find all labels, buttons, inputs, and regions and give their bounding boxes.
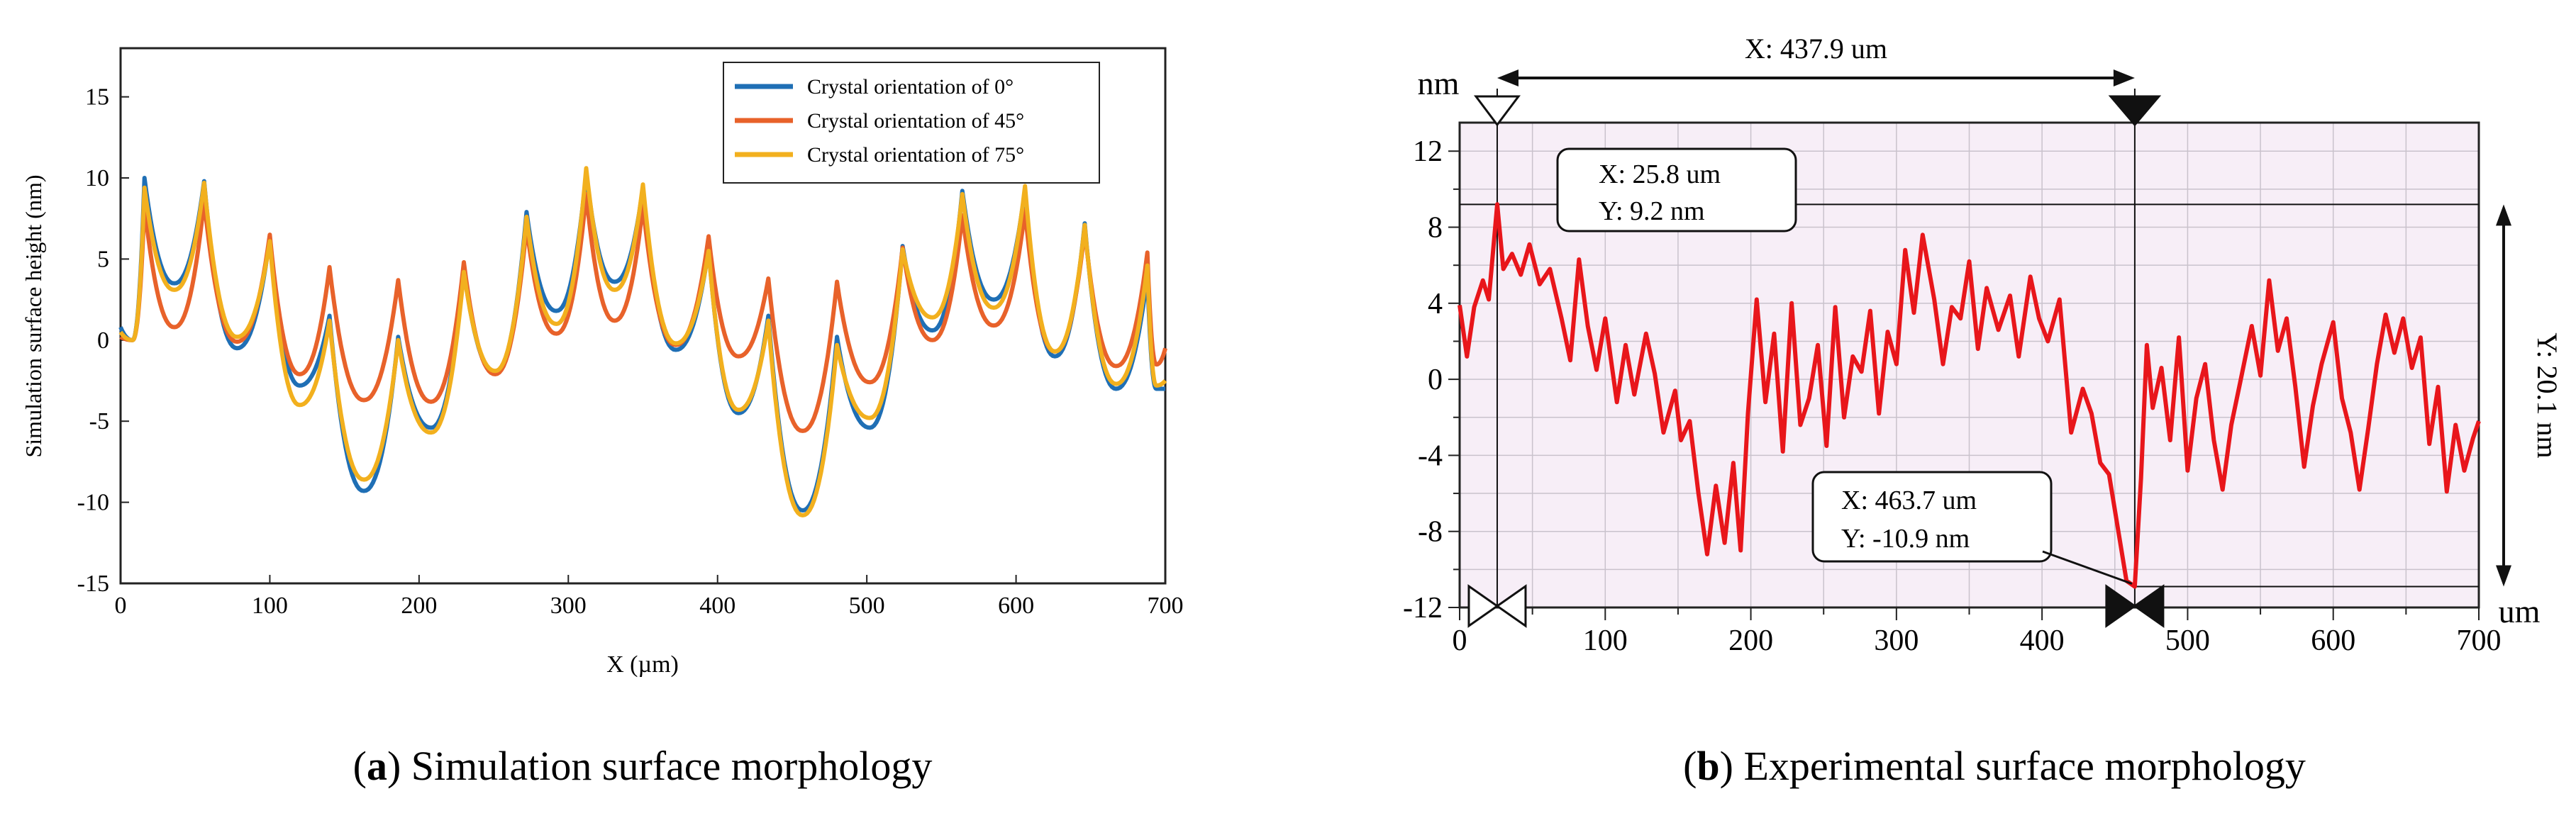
panel-a-x-tick-label: 700 — [1148, 593, 1184, 619]
panel-a-legend-label: Crystal orientation of 0° — [807, 75, 1014, 99]
panel-b-y-span-arrowhead-bottom — [2496, 565, 2511, 587]
panel-a-y-tick-label: 5 — [97, 246, 109, 272]
panel-b-x-tick-label: 600 — [2311, 624, 2355, 657]
panel-b-cursor-1-top-marker — [1473, 95, 1521, 127]
panel-b-y-tick-label: 4 — [1428, 288, 1443, 320]
panel-b-max-callout-y: Y: 9.2 nm — [1599, 196, 1705, 226]
panel-b-ticks: 0 100 200 300 400 500 600 700 -12 -8 -4 0 4 8 12 — [1403, 135, 2502, 657]
panel-a-y-tick-label: 15 — [85, 84, 109, 111]
panel-a-x-tick-label: 200 — [401, 593, 437, 619]
panel-a-caption-text: Simulation surface morphology — [411, 743, 933, 789]
panel-b-x-tick-label: 200 — [1728, 624, 1773, 657]
panel-b-x-tick-label: 700 — [2457, 624, 2502, 657]
panel-b-max-callout-x: X: 25.8 um — [1599, 159, 1721, 189]
panel-b: 0 100 200 300 400 500 600 700 -12 -8 -4 0 4 8 12 X: 43… — [1403, 33, 2563, 789]
panel-b-min-callout-x: X: 463.7 um — [1841, 486, 1977, 515]
panel-b-label: b — [1697, 743, 1719, 789]
panel-a-series-line-2 — [118, 166, 1167, 517]
panel-a-ticks: 0 100 200 300 400 500 600 700 -15 -10 -5 0 5 10 15 — [77, 84, 1184, 619]
panel-b-y-tick-label: -12 — [1403, 592, 1443, 624]
panel-b-min-callout-leader — [2042, 550, 2133, 585]
panel-a-legend: Crystal orientation of 0° Crystal orienta… — [723, 62, 1100, 184]
panel-b-min-callout-box — [1811, 471, 2053, 563]
panel-a-x-tick-label: 500 — [849, 593, 885, 619]
panel-b-y-tick-label: 12 — [1413, 135, 1443, 168]
panel-a-x-tick-label: 400 — [699, 593, 735, 619]
panel-b-x-tick-label: 0 — [1453, 624, 1467, 657]
panel-b-profile-line — [1458, 202, 2481, 589]
panel-a-y-tick-label: 10 — [85, 165, 109, 191]
panel-a-y-axis-label: Simulation surface height (nm) — [21, 174, 46, 457]
panel-b-x-unit: um — [2499, 593, 2541, 629]
panel-b-y-tick-label: -4 — [1418, 439, 1443, 472]
panel-b-max-callout-box — [1556, 147, 1797, 232]
panel-b-y-tick-label: 0 — [1428, 364, 1443, 396]
panel-b-x-tick-label: 400 — [2020, 624, 2065, 657]
panel-b-x-span-arrowhead-right — [2113, 69, 2135, 86]
panel-a-y-tick-label: -10 — [77, 490, 109, 516]
panel-a-legend-label: Crystal orientation of 75° — [807, 143, 1024, 167]
panel-b-x-span-label: X: 437.9 um — [1745, 33, 1887, 65]
panel-b-x-tick-label: 500 — [2165, 624, 2210, 657]
panel-b-caption-text: Experimental surface morphology — [1744, 743, 2306, 789]
panel-b-caption: (b) Experimental surface morphology — [1683, 743, 2306, 789]
panel-a-plot-frame — [119, 47, 1167, 585]
panel-b-y-span-label: Y: 20.1 nm — [2531, 332, 2563, 458]
panel-b-y-unit: nm — [1418, 65, 1460, 101]
panel-a-y-tick-label: -5 — [89, 408, 109, 435]
panel-b-cursor-1-bottom-marker — [1467, 584, 1527, 628]
panel-a-y-tick-label: 0 — [97, 327, 109, 354]
panel-b-x-tick-label: 300 — [1874, 624, 1919, 657]
panel-a-x-tick-label: 0 — [115, 593, 127, 619]
panel-b-x-tick-label: 100 — [1583, 624, 1628, 657]
panel-b-cursor-2-bottom-marker — [2105, 584, 2165, 628]
panel-a-series-lines — [118, 166, 1167, 517]
panel-b-y-span-arrowhead-top — [2496, 204, 2511, 226]
panel-a-x-tick-label: 600 — [998, 593, 1034, 619]
panel-a-x-axis-label: X (µm) — [606, 651, 679, 678]
panel-b-cursor-2-top-marker — [2108, 95, 2162, 127]
panel-a-y-tick-label: -15 — [77, 571, 109, 597]
panel-b-annotations: X: 437.9 um Y: 20.1 nm X: 25.8 um Y: 9.2 nm… — [1467, 33, 2563, 628]
panel-b-x-span-arrowhead-left — [1497, 69, 1519, 86]
panel-a: 0 100 200 300 400 500 600 700 -15 -10 -5 0 5 10 15 X (… — [21, 47, 1184, 789]
panel-a-x-tick-label: 300 — [550, 593, 587, 619]
panel-a-caption: (a) Simulation surface morphology — [353, 743, 933, 789]
panel-a-x-tick-label: 100 — [252, 593, 288, 619]
panel-b-y-tick-label: 8 — [1428, 212, 1443, 245]
panel-a-legend-label: Crystal orientation of 45° — [807, 109, 1024, 133]
panel-b-y-tick-label: -8 — [1418, 516, 1443, 549]
panel-a-label: a — [367, 743, 387, 789]
panel-b-min-callout-y: Y: -10.9 nm — [1841, 524, 1970, 554]
